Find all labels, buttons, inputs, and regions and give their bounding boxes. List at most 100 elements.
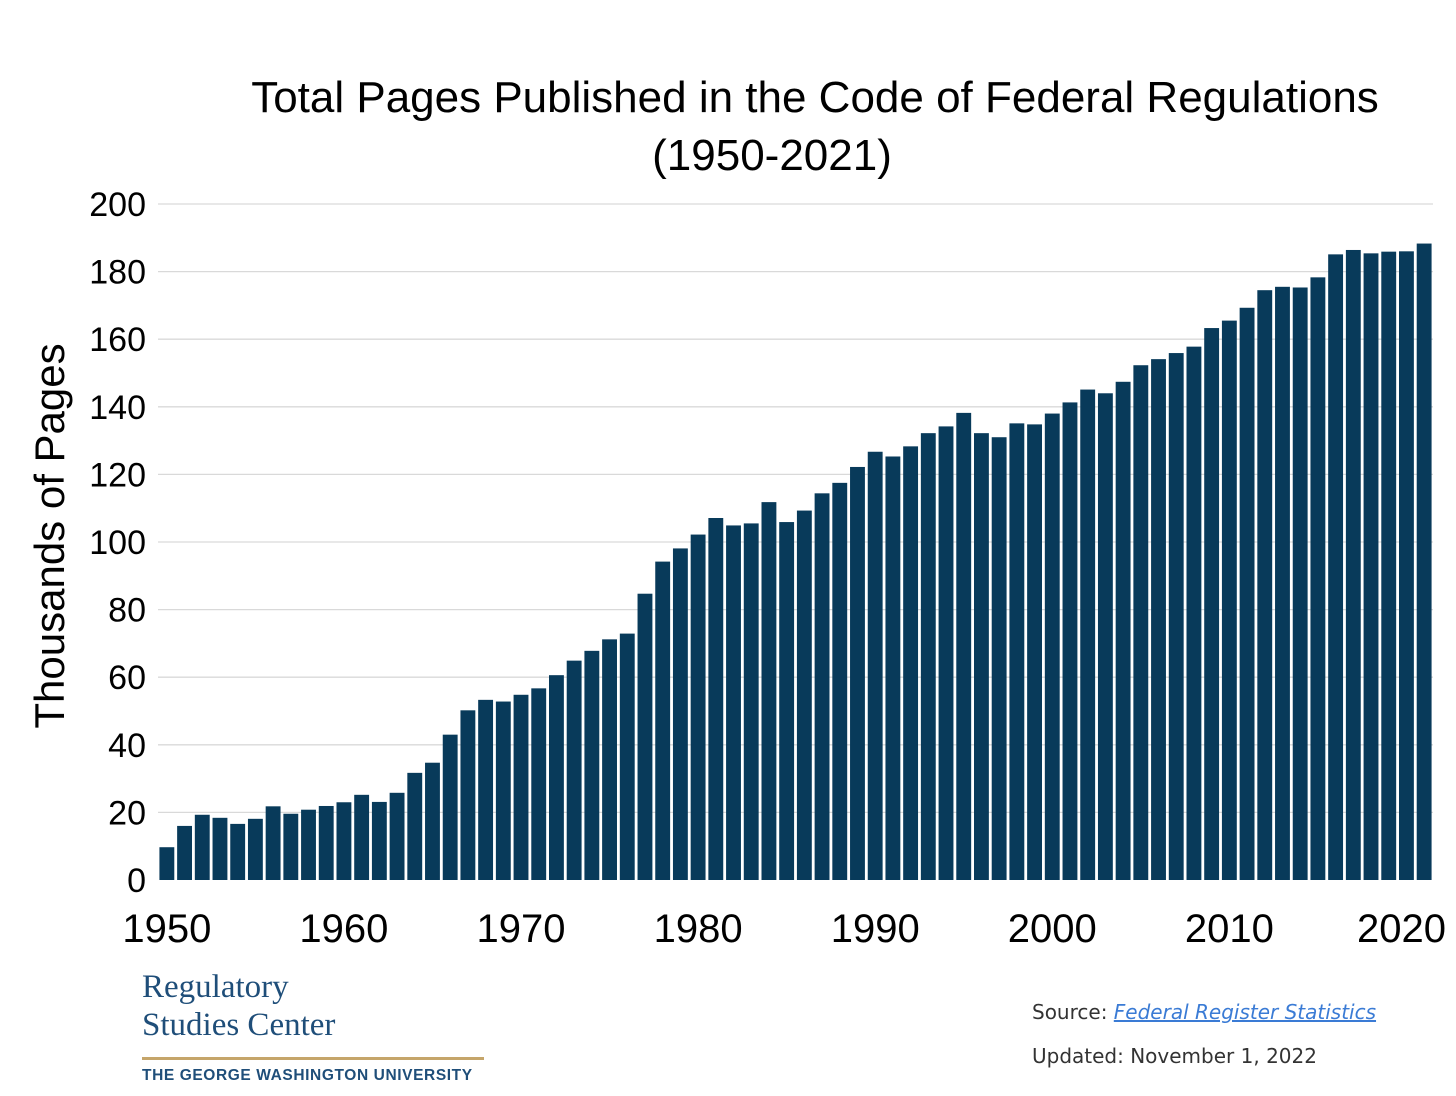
bar-1953 <box>212 817 228 880</box>
bar-2017 <box>1345 249 1361 881</box>
y-axis-label: Thousands of Pages <box>26 343 73 728</box>
bar-1968 <box>478 699 494 880</box>
bar-1967 <box>460 710 476 880</box>
rsc-logo: Regulatory Studies Center THE GEORGE WAS… <box>142 968 487 1085</box>
bar-2014 <box>1292 287 1308 880</box>
x-tick-label: 1970 <box>477 907 566 951</box>
chart-subtitle: (1950-2021) <box>652 131 892 180</box>
logo-line-1: Regulatory <box>142 969 289 1005</box>
logo-divider <box>142 1057 484 1060</box>
bar-1957 <box>283 813 299 880</box>
logo-university: THE GEORGE WASHINGTON UNIVERSITY <box>142 1067 473 1084</box>
x-axis-ticks: 1950 1960 1970 1980 1990 2000 2010 2020 <box>122 907 1446 951</box>
bar-1984 <box>761 502 777 880</box>
bar-1962 <box>371 801 387 880</box>
bar-2000 <box>1044 413 1060 880</box>
bar-2005 <box>1133 365 1149 881</box>
x-tick-label: 1950 <box>122 907 211 951</box>
bar-1995 <box>956 412 972 880</box>
y-axis-ticks: 0 20 40 60 80 100 120 140 160 180 200 <box>89 186 146 900</box>
x-tick-label: 1990 <box>831 907 920 951</box>
bar-1954 <box>230 823 246 880</box>
bar-1980 <box>690 534 706 880</box>
bars <box>159 243 1432 881</box>
bar-1986 <box>796 510 812 880</box>
bar-1981 <box>708 518 724 880</box>
bar-1985 <box>779 522 795 880</box>
bar-2009 <box>1204 328 1220 880</box>
bar-1970 <box>513 694 529 880</box>
bar-2015 <box>1310 277 1326 881</box>
y-tick-label: 160 <box>89 321 146 359</box>
bar-1987 <box>814 493 830 880</box>
bar-1956 <box>265 806 281 880</box>
x-tick-label: 1980 <box>654 907 743 951</box>
bar-1961 <box>354 794 370 880</box>
bar-2007 <box>1168 353 1184 880</box>
bar-1972 <box>549 675 564 880</box>
bar-1976 <box>619 633 635 880</box>
bar-2003 <box>1097 393 1113 880</box>
bar-2006 <box>1151 359 1166 880</box>
bar-1991 <box>885 456 901 880</box>
bar-1988 <box>832 482 848 880</box>
bar-1974 <box>584 650 600 880</box>
bar-1950 <box>159 847 175 880</box>
bar-1990 <box>867 451 883 880</box>
bar-1997 <box>991 437 1007 880</box>
source-link[interactable]: Federal Register Statistics <box>1113 1000 1377 1024</box>
bar-1994 <box>938 426 954 880</box>
bar-2011 <box>1239 307 1255 880</box>
bar-1978 <box>655 561 671 880</box>
bar-1955 <box>247 818 263 880</box>
bar-1998 <box>1009 423 1025 880</box>
x-tick-label: 2010 <box>1185 907 1274 951</box>
bar-1960 <box>336 802 352 880</box>
bar-1996 <box>974 433 989 880</box>
bar-1964 <box>407 772 423 880</box>
bar-2018 <box>1363 253 1379 881</box>
bar-2008 <box>1186 346 1202 880</box>
y-tick-label: 200 <box>89 186 146 224</box>
bar-1979 <box>672 548 688 880</box>
y-tick-label: 0 <box>127 862 146 900</box>
bar-1959 <box>318 805 334 880</box>
bar-2004 <box>1115 381 1131 880</box>
logo-line-2: Studies Center <box>142 1007 336 1043</box>
bar-2001 <box>1062 402 1078 880</box>
y-tick-label: 80 <box>108 592 146 630</box>
bar-1982 <box>726 525 741 880</box>
bar-1965 <box>425 762 440 880</box>
x-tick-label: 2020 <box>1357 907 1446 951</box>
bar-2019 <box>1381 251 1397 880</box>
bar-1969 <box>495 701 511 880</box>
bar-1989 <box>850 466 865 880</box>
y-tick-label: 120 <box>89 456 146 494</box>
x-tick-label: 1960 <box>299 907 388 951</box>
bar-1966 <box>442 734 458 880</box>
gridlines <box>158 203 1433 814</box>
bar-1973 <box>566 660 582 880</box>
bar-2016 <box>1328 254 1344 881</box>
y-tick-label: 180 <box>89 254 146 292</box>
source-prefix: Source: <box>1032 1000 1108 1024</box>
updated-note: Updated: November 1, 2022 <box>1032 1044 1317 1068</box>
bar-1992 <box>903 446 919 880</box>
bar-2013 <box>1275 286 1290 880</box>
bar-1999 <box>1027 424 1042 880</box>
bar-1963 <box>389 792 405 880</box>
bar-1951 <box>177 825 192 880</box>
y-tick-label: 60 <box>108 659 146 697</box>
y-tick-label: 100 <box>89 524 146 562</box>
bar-2010 <box>1221 320 1237 880</box>
bar-1983 <box>743 523 759 880</box>
bar-1993 <box>920 433 936 880</box>
bar-1958 <box>301 809 316 880</box>
bar-2012 <box>1257 290 1273 880</box>
source-note: Source: Federal Register Statistics <box>1032 1000 1376 1024</box>
y-tick-label: 40 <box>108 727 146 765</box>
bar-2002 <box>1080 389 1096 880</box>
bar-2020 <box>1399 251 1414 880</box>
bar-2021 <box>1416 243 1432 881</box>
